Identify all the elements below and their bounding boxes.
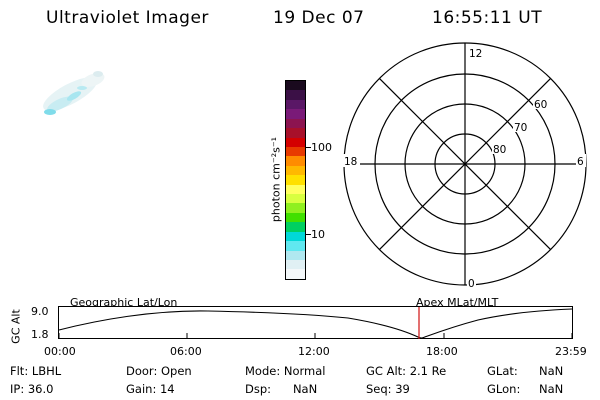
colorbar-swatch (286, 156, 305, 166)
uv-image-panel (43, 71, 105, 115)
colorbar-swatch (286, 175, 305, 185)
colorbar-swatch (286, 99, 305, 110)
info-gain: Gain: 14 (126, 382, 175, 396)
info-door: Door: Open (126, 364, 192, 378)
colorbar-swatch (286, 146, 305, 157)
lat-label-70: 70 (514, 122, 527, 134)
colorbar (285, 80, 306, 280)
colorbar-unit-label: photon cm⁻²s⁻¹ (269, 136, 283, 223)
colorbar-tick-100: 100 (311, 141, 332, 154)
colorbar-swatch (286, 269, 305, 279)
timeline-xtick-0600: 06:00 (170, 345, 202, 358)
colorbar-swatch (286, 241, 305, 251)
lat-label-80: 80 (493, 144, 506, 156)
timeline-xtick-1800: 18:00 (426, 345, 458, 358)
polar-diagonal-2 (378, 77, 552, 251)
mlt-label-12: 12 (469, 48, 482, 60)
info-filter: Flt: LBHL (10, 364, 62, 378)
colorbar-swatch (286, 137, 305, 147)
colorbar-swatch (286, 250, 305, 261)
colorbar-swatch (286, 118, 305, 129)
timeline-ytick-1.8: 1.8 (31, 328, 49, 341)
timeline-ylabel: GC Alt (9, 309, 23, 344)
colorbar-swatch (286, 260, 305, 270)
timeline-plot (58, 306, 573, 339)
timeline-xtick-2359: 23:59 (555, 345, 587, 358)
mlt-label-18: 18 (344, 156, 357, 168)
header-date: 19 Dec 07 (273, 8, 365, 28)
info-mode: Mode: Normal (245, 364, 326, 378)
info-dsp: Dsp: NaN (245, 382, 318, 396)
colorbar-tick-10: 10 (311, 228, 325, 241)
colorbar-swatch (286, 128, 305, 138)
polar-mlt-plot: 12 0 18 6 60 70 80 (342, 42, 587, 290)
colorbar-swatch (286, 231, 305, 242)
auroral-emission-patch (43, 71, 105, 115)
mlt-label-6: 6 (577, 156, 584, 168)
timeline-right-title: Apex MLat/MLT (416, 296, 499, 309)
info-ip: IP: 36.0 (10, 382, 54, 396)
colorbar-swatch (286, 90, 305, 100)
colorbar-swatch (286, 109, 305, 119)
timeline-xtick-1200: 12:00 (298, 345, 330, 358)
info-gc-alt: GC Alt: 2.1 Re (366, 364, 447, 378)
orbit-altitude-curve (58, 308, 573, 339)
instrument-title: Ultraviolet Imager (46, 8, 209, 28)
colorbar-tick-mark-10 (306, 234, 311, 235)
colorbar-swatch (286, 184, 305, 195)
colorbar-swatch (286, 222, 305, 232)
colorbar-swatch (286, 212, 305, 223)
colorbar-swatch (286, 194, 305, 204)
timeline-ytick-9: 9.0 (31, 305, 49, 318)
colorbar-swatch (286, 203, 305, 213)
info-glon-label: GLon: (487, 382, 521, 396)
info-seq: Seq: 39 (366, 382, 410, 396)
timeline-xtick-0000: 00:00 (44, 345, 76, 358)
mlt-label-0: 0 (468, 278, 475, 290)
lat-label-60: 60 (534, 99, 547, 111)
colorbar-swatch (286, 81, 305, 91)
header-time: 16:55:11 UT (432, 8, 543, 28)
timeline-left-title: Geographic Lat/Lon (70, 296, 178, 309)
info-glon-value: NaN (539, 382, 564, 396)
colorbar-swatch (286, 165, 305, 176)
info-glat-label: GLat: (487, 364, 518, 378)
info-glat-value: NaN (539, 364, 564, 378)
colorbar-tick-mark-100 (306, 147, 311, 148)
